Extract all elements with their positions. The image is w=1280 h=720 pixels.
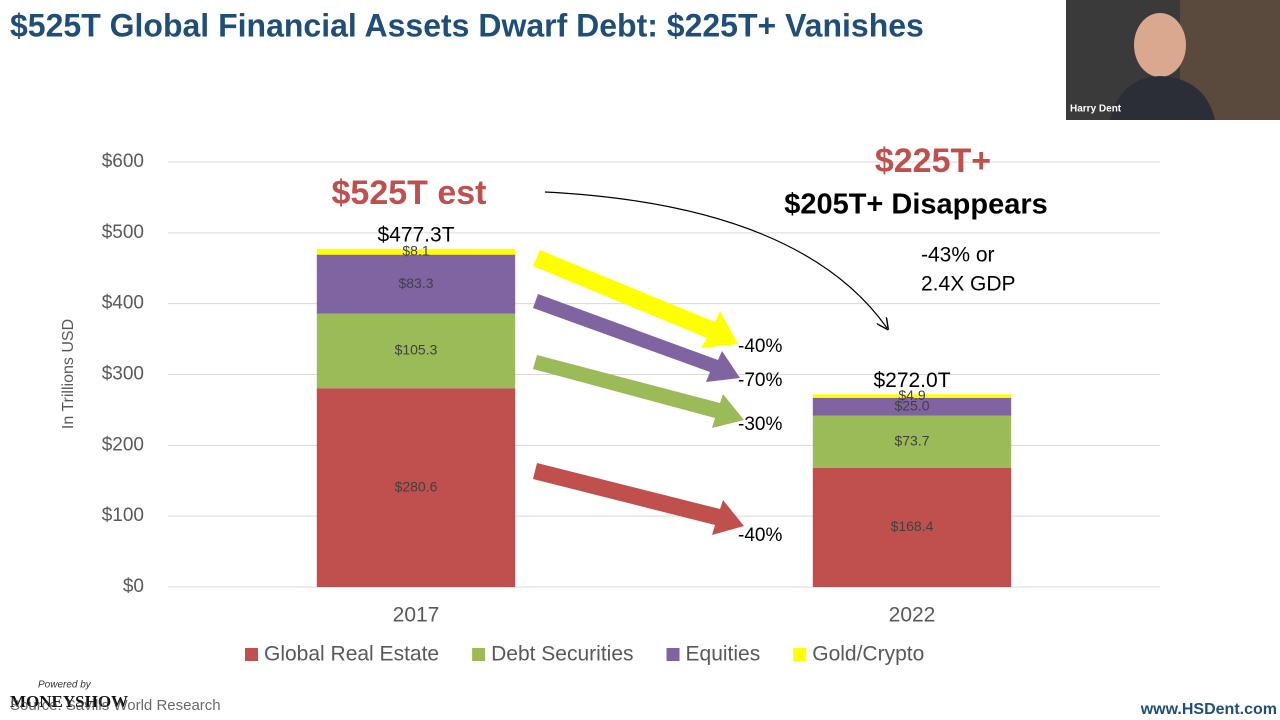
y-axis-label: In Trillions USD — [60, 319, 77, 429]
value-label: $168.4 — [891, 518, 934, 534]
arrow-label: -30% — [738, 414, 782, 435]
arrow-label: -70% — [738, 370, 782, 391]
legend-label: Global Real Estate — [264, 643, 439, 666]
value-label: $105.3 — [395, 342, 438, 358]
powered-by: Powered by — [38, 680, 92, 691]
annotation: $205T+ Disappears — [784, 189, 1048, 221]
arrow — [533, 250, 738, 348]
y-tick-label: $100 — [102, 505, 144, 526]
annotation: 2.4X GDP — [921, 273, 1016, 296]
total-label: $272.0T — [873, 369, 950, 392]
brand: MONEYSHOW — [10, 692, 128, 711]
y-tick-label: $400 — [102, 293, 144, 314]
url: www.HSDent.com — [1140, 701, 1277, 718]
video-overlay: Harry Dent — [1066, 0, 1280, 120]
bar-segment — [812, 415, 1012, 468]
x-tick-label: 2022 — [889, 604, 936, 627]
value-label: $4.9 — [898, 387, 925, 403]
y-tick-label: $500 — [102, 222, 144, 243]
total-label: $477.3T — [377, 223, 454, 246]
arrow-label: -40% — [738, 336, 782, 357]
annotation: $525T est — [332, 174, 487, 212]
bar-segment — [316, 254, 516, 314]
arrow-label: -40% — [738, 525, 782, 546]
annotation: $225T+ — [875, 142, 991, 180]
y-tick-label: $300 — [102, 364, 144, 385]
bar-segment — [812, 397, 1012, 416]
suit — [1110, 76, 1215, 120]
source: Source: Savills World Research — [10, 697, 221, 714]
value-label: $83.3 — [398, 275, 433, 291]
y-tick-label: $0 — [123, 576, 144, 597]
value-label: $73.7 — [894, 432, 929, 448]
bar-segment — [316, 248, 516, 255]
bar-segment — [316, 388, 516, 587]
legend-swatch — [245, 648, 258, 661]
bar-segment — [316, 313, 516, 389]
arrows — [533, 250, 744, 535]
arrow — [533, 463, 744, 535]
bar-segment — [812, 394, 1012, 398]
value-label: $25.0 — [894, 397, 929, 413]
legend-swatch — [666, 648, 680, 661]
legend-label: Debt Securities — [491, 643, 633, 666]
x-tick-label: 2017 — [393, 604, 440, 627]
annotation: -43% or — [921, 244, 995, 267]
curved-arrow — [544, 191, 887, 328]
arrow — [533, 355, 744, 428]
face — [1134, 13, 1186, 77]
bar-segment — [812, 467, 1012, 587]
slide-title: $525T Global Financial Assets Dwarf Debt… — [10, 7, 924, 43]
y-tick-label: $600 — [102, 151, 144, 172]
value-label: $280.6 — [395, 478, 438, 494]
legend-label: Gold/Crypto — [812, 643, 924, 666]
legend-swatch — [793, 648, 807, 661]
arrow — [533, 294, 740, 382]
value-label: $8.1 — [402, 242, 429, 258]
legend-label: Equities — [686, 643, 761, 666]
y-tick-label: $200 — [102, 434, 144, 455]
legend-swatch — [472, 648, 486, 661]
presenter-name: Harry Dent — [1070, 104, 1122, 115]
